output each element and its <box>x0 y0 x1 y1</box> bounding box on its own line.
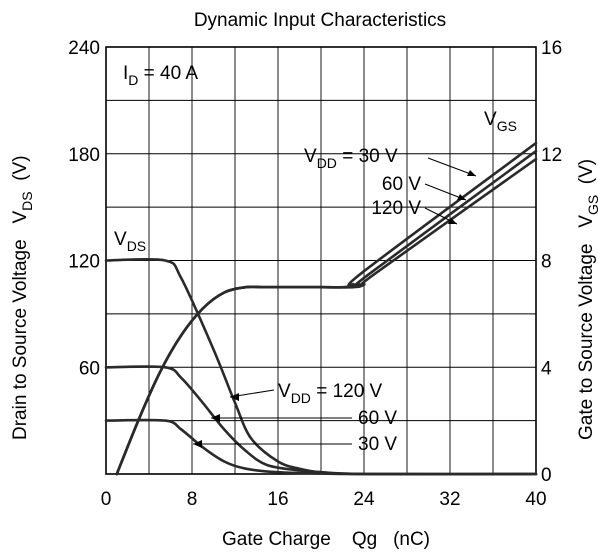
left-tick-label: 240 <box>68 38 100 59</box>
right-tick-label: 16 <box>541 38 562 59</box>
leader-gs-30 <box>427 157 477 177</box>
right-tick-labels: 0 4 8 12 16 <box>541 38 562 486</box>
x-tick-label: 0 <box>101 489 112 510</box>
vds-curve-label: VDS <box>114 229 146 254</box>
vdd-gs-120-label: 120 V <box>371 198 421 219</box>
vgs-curve-label: VGS <box>484 109 517 134</box>
arrow-ds-60 <box>211 414 220 422</box>
arrow-gs-60 <box>457 194 466 200</box>
vds-curve-2 <box>104 418 538 476</box>
x-axis-label: Gate Charge Qg (nC) <box>222 529 430 550</box>
vgs-curve-3 <box>115 141 538 476</box>
vgs-curve-4 <box>115 149 538 476</box>
right-tick-label: 4 <box>541 358 552 379</box>
vdd-ds-60-label: 60 V <box>358 408 397 429</box>
vdd-ds-30-label: 30 V <box>358 434 397 455</box>
arrow-gs-30 <box>467 170 476 176</box>
x-tick-label: 40 <box>525 489 546 510</box>
x-tick-label: 32 <box>439 489 460 510</box>
left-tick-label: 120 <box>68 252 100 273</box>
right-tick-label: 8 <box>541 252 552 273</box>
arrow-ds-120 <box>230 393 239 401</box>
arrow-ds-30 <box>193 440 202 448</box>
plot-grid <box>106 47 536 474</box>
x-tick-labels: 0 8 16 24 32 40 <box>101 489 547 510</box>
left-tick-label: 180 <box>68 145 100 166</box>
left-tick-label: 60 <box>79 358 100 379</box>
x-tick-label: 16 <box>267 489 288 510</box>
right-tick-label: 12 <box>541 145 562 166</box>
vdd-gs-60-label: 60 V <box>382 174 421 195</box>
curves <box>104 141 538 476</box>
vgs-curve-5 <box>115 157 538 476</box>
vdd-ds-120-label: VDD = 120 V <box>278 381 383 406</box>
arrow-gs-120 <box>448 218 457 224</box>
condition-label: ID = 40 A <box>123 63 198 88</box>
right-tick-label: 0 <box>541 465 552 486</box>
left-axis-label: Drain to Source Voltage VDS (V) <box>10 155 35 440</box>
right-axis-label: Gate to Source Voltage VGS (V) <box>576 159 598 440</box>
vdd-gs-30-label: VDD = 30 V <box>304 146 398 171</box>
x-tick-label: 24 <box>353 489 375 510</box>
x-tick-label: 8 <box>187 489 198 510</box>
leader-lines <box>193 157 477 448</box>
left-tick-labels: 60 120 180 240 <box>68 38 100 379</box>
chart-title: Dynamic Input Characteristics <box>194 10 446 31</box>
